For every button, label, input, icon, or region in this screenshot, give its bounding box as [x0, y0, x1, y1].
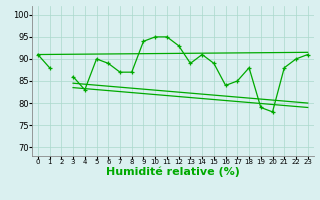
X-axis label: Humidité relative (%): Humidité relative (%) — [106, 167, 240, 177]
